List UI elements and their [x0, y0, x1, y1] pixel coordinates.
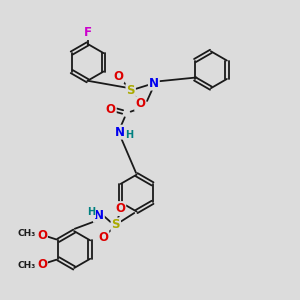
Text: CH₃: CH₃ [18, 229, 36, 238]
Text: O: O [98, 231, 108, 244]
Text: O: O [115, 202, 125, 215]
Text: O: O [37, 229, 47, 242]
Text: N: N [94, 209, 104, 222]
Text: H: H [125, 130, 133, 140]
Text: O: O [37, 258, 47, 271]
Text: O: O [113, 70, 123, 83]
Text: O: O [135, 98, 145, 110]
Text: S: S [112, 218, 120, 231]
Text: CH₃: CH₃ [18, 261, 36, 270]
Text: N: N [115, 126, 125, 139]
Text: S: S [126, 84, 135, 97]
Text: H: H [87, 207, 95, 218]
Text: N: N [149, 76, 159, 90]
Text: O: O [106, 103, 116, 116]
Text: F: F [84, 26, 92, 39]
